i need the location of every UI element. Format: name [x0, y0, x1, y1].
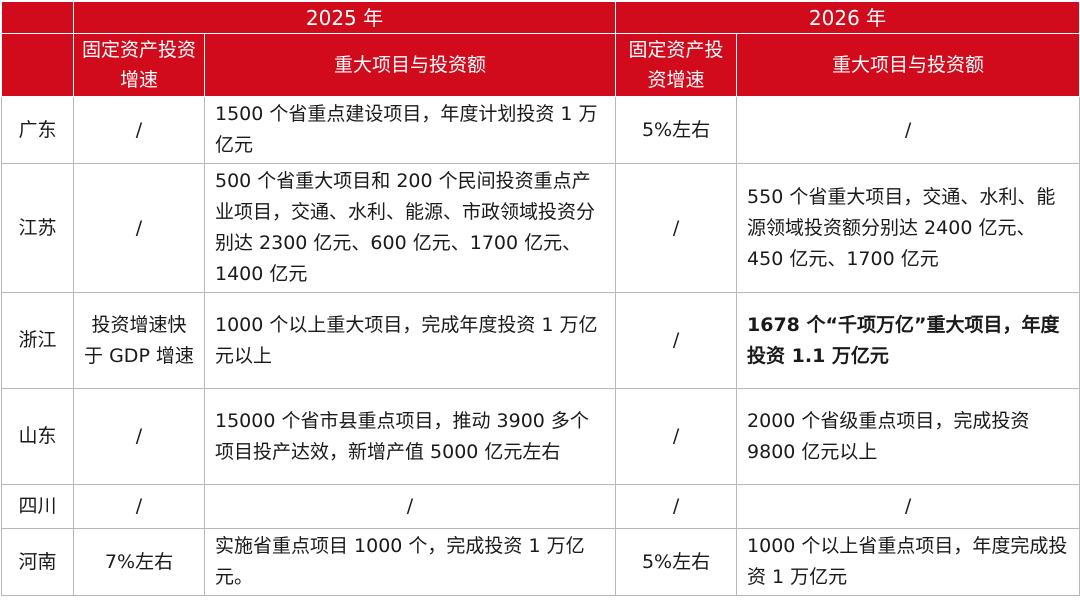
table-row: 河南 7%左右 实施省重点项目 1000 个，完成投资 1 万亿元。 5%左右 …: [1, 528, 1080, 596]
table-row: 四川 / / / /: [1, 484, 1080, 529]
growth-2025-cell: 投资增速快于 GDP 增速: [73, 292, 205, 389]
year-header-2025: 2025 年: [72, 1, 617, 34]
growth-2025-cell: /: [73, 163, 205, 293]
growth-2025-cell: /: [73, 96, 205, 164]
province-cell: 河南: [1, 528, 74, 596]
table-row: 浙江 投资增速快于 GDP 增速 1000 个以上重大项目，完成年度投资 1 万…: [1, 292, 1080, 389]
col-header-growth-2026: 固定资产投资增速: [615, 33, 738, 97]
growth-2025-cell: 7%左右: [73, 528, 205, 596]
projects-2026-cell: /: [736, 484, 1080, 529]
growth-2026-cell: /: [615, 484, 738, 529]
growth-2026-cell: /: [615, 163, 738, 293]
projects-2025-cell: 1000 个以上重大项目，完成年度投资 1 万亿元以上: [203, 292, 617, 389]
projects-2026-cell: 2000 个省级重点项目，完成投资 9800 亿元以上: [736, 388, 1080, 485]
projects-2025-cell: 实施省重点项目 1000 个，完成投资 1 万亿元。: [203, 528, 617, 596]
projects-2025-cell: 500 个省重大项目和 200 个民间投资重点产业项目，交通、水利、能源、市政领…: [203, 163, 617, 293]
header-corner: [1, 1, 74, 34]
growth-2025-cell: /: [73, 484, 205, 529]
growth-2026-cell: /: [615, 388, 738, 485]
header-corner-2: [1, 33, 74, 97]
col-header-projects-2025: 重大项目与投资额: [203, 33, 617, 97]
header-row-years: 2025 年 2026 年: [1, 1, 1080, 34]
province-cell: 四川: [1, 484, 74, 529]
province-cell: 广东: [1, 96, 74, 164]
col-header-growth-2025: 固定资产投资增速: [73, 33, 205, 97]
growth-2026-cell: 5%左右: [615, 96, 738, 164]
province-cell: 浙江: [1, 292, 74, 389]
col-header-projects-2026: 重大项目与投资额: [736, 33, 1080, 97]
projects-2026-cell: /: [736, 96, 1080, 164]
growth-2026-cell: 5%左右: [615, 528, 738, 596]
province-cell: 山东: [1, 388, 74, 485]
projects-2025-cell: /: [203, 484, 617, 529]
growth-2026-cell: /: [615, 292, 738, 389]
province-cell: 江苏: [1, 163, 74, 293]
year-header-2026: 2026 年: [615, 1, 1080, 34]
projects-2025-cell: 1500 个省重点建设项目，年度计划投资 1 万亿元: [203, 96, 617, 164]
projects-2026-cell: 1678 个“千项万亿”重大项目，年度投资 1.1 万亿元: [736, 292, 1080, 389]
table-row: 江苏 / 500 个省重大项目和 200 个民间投资重点产业项目，交通、水利、能…: [1, 163, 1080, 293]
projects-2026-cell: 1000 个以上省重点项目，年度完成投资 1 万亿元: [736, 528, 1080, 596]
table-row: 山东 / 15000 个省市县重点项目，推动 3900 多个项目投产达效，新增产…: [1, 388, 1080, 485]
projects-2025-cell: 15000 个省市县重点项目，推动 3900 多个项目投产达效，新增产值 500…: [203, 388, 617, 485]
growth-2025-cell: /: [73, 388, 205, 485]
header-row-columns: 固定资产投资增速 重大项目与投资额 固定资产投资增速 重大项目与投资额: [1, 33, 1080, 97]
table-row: 广东 / 1500 个省重点建设项目，年度计划投资 1 万亿元 5%左右 /: [1, 96, 1080, 164]
projects-2026-cell: 550 个省重大项目，交通、水利、能源领域投资额分别达 2400 亿元、450 …: [736, 163, 1080, 293]
investment-table: 2025 年 2026 年 固定资产投资增速 重大项目与投资额 固定资产投资增速…: [1, 1, 1080, 596]
